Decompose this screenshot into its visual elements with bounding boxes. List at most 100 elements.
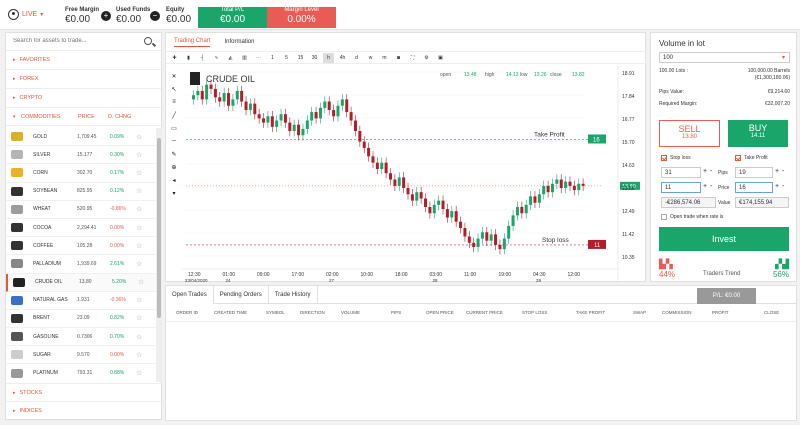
- sl-price-minus[interactable]: -: [710, 183, 713, 190]
- fullscreen-icon[interactable]: ⛶: [410, 54, 415, 61]
- chart-area[interactable]: CRUDE OIL open 13.48 high 14.13 low 13.26 close…: [182, 66, 647, 283]
- settings-icon[interactable]: ⚙: [424, 54, 429, 61]
- invest-button[interactable]: Invest: [659, 227, 789, 251]
- sl-price-plus[interactable]: +: [703, 183, 708, 190]
- sl-pips-minus[interactable]: -: [710, 168, 713, 175]
- trend-line-icon[interactable]: ╱: [172, 113, 176, 119]
- asset-search-input[interactable]: [13, 38, 143, 44]
- star-icon[interactable]: ☆: [136, 242, 143, 250]
- cross-icon[interactable]: ✕: [171, 74, 177, 80]
- star-icon[interactable]: ☆: [136, 169, 143, 177]
- timeframe-4h[interactable]: 4h: [339, 54, 346, 61]
- star-icon[interactable]: ☆: [136, 133, 143, 141]
- area-chart-icon[interactable]: ◭: [228, 54, 233, 61]
- bars-icon[interactable]: ┤: [200, 54, 205, 61]
- asset-row[interactable]: WHEAT 520.95 -0.86% ☆: [6, 201, 156, 219]
- timeframe-30[interactable]: 30: [311, 54, 318, 61]
- tab-trading-chart[interactable]: Trading Chart: [174, 38, 211, 47]
- tp-price-minus[interactable]: -: [782, 183, 785, 190]
- calendar-icon[interactable]: ▣: [438, 54, 443, 61]
- line-chart-icon[interactable]: ∿: [214, 54, 219, 61]
- category-forex[interactable]: ▸ FOREX: [6, 70, 161, 89]
- search-icon[interactable]: [144, 37, 152, 45]
- sl-pips-plus[interactable]: +: [703, 168, 708, 175]
- heikin-icon[interactable]: ▥: [242, 54, 247, 61]
- star-icon[interactable]: ☆: [136, 333, 143, 341]
- sell-button[interactable]: SELL 13.80: [659, 120, 720, 147]
- asset-row[interactable]: SUGAR 9.570 0.00% ☆: [6, 346, 156, 365]
- lines-icon[interactable]: ≡: [172, 99, 176, 105]
- tp-pips-minus[interactable]: -: [782, 168, 785, 175]
- stop-loss-price-input[interactable]: 11: [661, 182, 701, 193]
- pencil-icon[interactable]: ✎: [171, 152, 177, 158]
- dotted-icon[interactable]: ⋯: [256, 54, 261, 61]
- category-favorites[interactable]: ▸ FAVORITES: [6, 51, 161, 70]
- trade-panel: Volume in lot 100 ▾ 100.00 Lots : 100,00…: [650, 32, 797, 282]
- arrow-down-icon[interactable]: ▾: [172, 191, 176, 197]
- tab-information[interactable]: Information: [224, 39, 255, 45]
- buy-button[interactable]: BUY 14.11: [728, 120, 788, 147]
- star-icon[interactable]: ☆: [138, 279, 145, 287]
- asset-row[interactable]: COFFEE 105.28 0.00% ☆: [6, 237, 156, 256]
- timeframe-h[interactable]: h: [323, 52, 334, 63]
- asset-list-scrollbar[interactable]: [156, 128, 162, 382]
- asset-name: NATURAL GAS: [33, 297, 68, 304]
- caret-down-icon: ▾: [13, 113, 16, 120]
- star-icon[interactable]: ☆: [136, 297, 143, 305]
- zoom-icon[interactable]: ⊕: [171, 165, 177, 171]
- crosshair-icon[interactable]: ✚: [172, 54, 177, 61]
- tab-trade-history[interactable]: Trade History: [269, 285, 318, 304]
- asset-row[interactable]: CRUDE OIL 13.80 5.20% ☆: [6, 273, 156, 292]
- asset-row[interactable]: SILVER 15.177 0.30% ☆: [6, 146, 156, 165]
- horizontal-line-icon[interactable]: ─: [171, 138, 177, 144]
- tp-pips-plus[interactable]: +: [775, 168, 780, 175]
- commodities-header[interactable]: ▾ COMMODITIES PRICE D. CHNG: [6, 108, 161, 126]
- asset-row[interactable]: GASOLINE 0.7306 0.70% ☆: [6, 328, 156, 347]
- stop-loss-pips-input[interactable]: 31: [661, 167, 701, 178]
- category-indices[interactable]: ▸ INDICES: [6, 402, 161, 421]
- asset-row[interactable]: NATURAL GAS 1.931 -0.36% ☆: [6, 292, 156, 310]
- category-stocks[interactable]: ▸ STOCKS: [6, 383, 161, 402]
- star-icon[interactable]: ☆: [136, 260, 143, 268]
- timeframe-d[interactable]: d: [355, 54, 358, 61]
- asset-row[interactable]: PALLADIUM 1,939.69 2.61% ☆: [6, 255, 156, 274]
- tab-pending-orders[interactable]: Pending Orders: [214, 285, 269, 304]
- scrollbar-thumb[interactable]: [157, 138, 161, 318]
- asset-row[interactable]: COCOA 2,294.41 0.00% ☆: [6, 219, 156, 238]
- cursor-icon[interactable]: ↖: [171, 87, 177, 93]
- column-header: TAKE PROFIT: [576, 310, 606, 315]
- tab-open-trades[interactable]: Open Trades: [166, 285, 214, 304]
- asset-name: PLATINUM: [33, 370, 58, 377]
- stop-loss-checkbox[interactable]: Stop loss: [661, 155, 691, 161]
- timeframe-w[interactable]: w: [368, 54, 373, 61]
- arrow-left-icon[interactable]: ◂: [172, 178, 176, 184]
- open-when-rate-checkbox[interactable]: Open trade when rate is: [661, 214, 723, 220]
- camera-icon[interactable]: ◙: [396, 54, 401, 61]
- timeframe-m[interactable]: m: [382, 54, 387, 61]
- asset-row[interactable]: SOYBEAN 825.95 0.12% ☆: [6, 183, 156, 201]
- asset-row[interactable]: PLATINUM 793.31 0.88% ☆: [6, 364, 156, 382]
- timeframe-15[interactable]: 15: [297, 54, 304, 61]
- rectangle-icon[interactable]: ▭: [171, 126, 177, 132]
- take-profit-pips-input[interactable]: 19: [735, 167, 773, 178]
- star-icon[interactable]: ☆: [136, 206, 143, 214]
- candlestick-chart[interactable]: CRUDE OIL open 13.48 high 14.13 low 13.26 close…: [182, 66, 647, 283]
- asset-row[interactable]: BRENT 23.09 0.82% ☆: [6, 310, 156, 329]
- star-icon[interactable]: ☆: [136, 351, 143, 359]
- tp-price-plus[interactable]: +: [775, 183, 780, 190]
- live-account-switch[interactable]: LIVE ▾: [8, 9, 43, 20]
- asset-row[interactable]: CORN 302.70 0.17% ☆: [6, 164, 156, 183]
- star-icon[interactable]: ☆: [136, 151, 143, 159]
- star-icon[interactable]: ☆: [136, 315, 143, 323]
- take-profit-price-input[interactable]: 16: [735, 182, 773, 193]
- take-profit-checkbox[interactable]: Take Profit: [735, 155, 768, 161]
- category-crypto[interactable]: ▸ CRYPTO: [6, 89, 161, 108]
- asset-row[interactable]: GOLD 1,709.45 0.09% ☆: [6, 128, 156, 147]
- timeframe-5[interactable]: 5: [285, 54, 288, 61]
- star-icon[interactable]: ☆: [136, 370, 143, 378]
- volume-select[interactable]: 100 ▾: [659, 52, 790, 63]
- star-icon[interactable]: ☆: [136, 188, 143, 196]
- candles-icon[interactable]: ▮: [187, 54, 190, 61]
- timeframe-1[interactable]: 1: [271, 54, 274, 61]
- star-icon[interactable]: ☆: [136, 224, 143, 232]
